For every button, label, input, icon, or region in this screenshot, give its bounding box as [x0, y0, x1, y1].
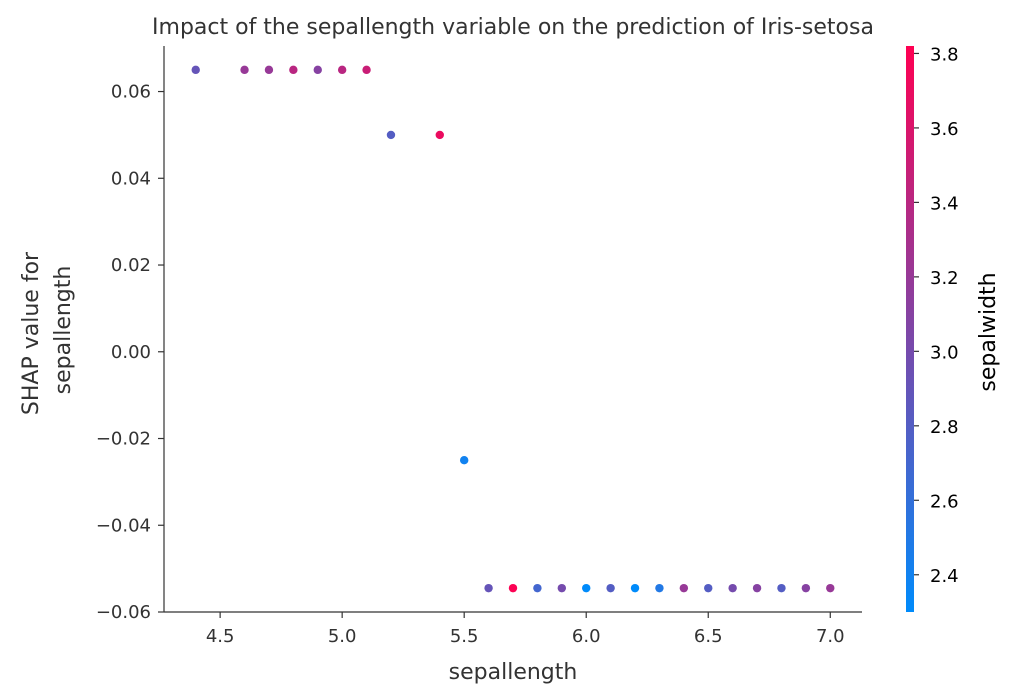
y-tick-label: −0.04 [96, 515, 151, 536]
colorbar-tick-label: 2.8 [930, 417, 959, 438]
data-point [362, 65, 371, 75]
x-tick-label: 6.0 [572, 626, 601, 647]
data-point [459, 455, 469, 465]
colorbar-tick-label: 3.4 [930, 193, 959, 214]
chart-title: Impact of the sepallength variable on th… [152, 15, 874, 40]
colorbar-label: sepalwidth [976, 272, 1001, 391]
data-point [313, 65, 322, 75]
y-axis-label-line-2: sepallength [51, 266, 76, 395]
y-axis-label: SHAP value for sepallength [19, 245, 76, 415]
data-point [679, 583, 689, 593]
data-point [801, 583, 811, 593]
x-tick-label: 5.0 [328, 626, 357, 647]
plot-area: 4.5 5.0 5.5 6.0 6.5 7.0 0.06 0.04 0.02 0.00 −0.02… [96, 46, 862, 647]
x-tick-label: 5.5 [450, 626, 479, 647]
data-points [191, 65, 835, 593]
data-point [533, 583, 542, 593]
data-point [191, 65, 200, 75]
data-point [704, 583, 713, 593]
data-point [337, 65, 347, 75]
x-axis-label: sepallength [449, 660, 578, 685]
x-tick-label: 4.5 [206, 626, 235, 647]
y-tick-label: 0.02 [111, 255, 151, 276]
x-tick-label: 7.0 [816, 626, 845, 647]
data-point [484, 583, 493, 593]
y-tick-label: 0.00 [111, 342, 151, 363]
data-point [826, 583, 835, 593]
y-tick-label: 0.04 [111, 168, 151, 189]
colorbar-ticks: 2.4 2.6 2.8 3.0 3.2 3.4 3.6 3.8 [914, 44, 959, 587]
x-tick-label: 6.5 [694, 626, 723, 647]
y-tick-label: 0.06 [111, 82, 151, 103]
colorbar-tick-label: 3.6 [930, 119, 959, 140]
colorbar-tick-label: 3.2 [930, 268, 959, 289]
data-point [630, 583, 640, 593]
colorbar: 2.4 2.6 2.8 3.0 3.2 3.4 3.6 3.8 sepalwidth [906, 44, 1001, 612]
data-point [435, 130, 444, 140]
data-point [582, 583, 591, 593]
y-tick-label: −0.06 [96, 602, 151, 623]
colorbar-gradient [906, 46, 914, 612]
data-point [264, 65, 274, 75]
x-axis-ticks: 4.5 5.0 5.5 6.0 6.5 7.0 [206, 612, 845, 647]
data-point [728, 583, 737, 593]
colorbar-tick-label: 3.0 [930, 342, 959, 363]
data-point [606, 583, 615, 593]
data-point [557, 583, 567, 593]
data-point [386, 130, 396, 140]
y-axis-ticks: 0.06 0.04 0.02 0.00 −0.02 −0.04 −0.06 [96, 82, 164, 623]
y-tick-label: −0.02 [96, 429, 151, 450]
y-axis-label-line-1: SHAP value for [19, 251, 44, 415]
data-point [752, 583, 762, 593]
data-point [289, 65, 298, 75]
colorbar-tick-label: 3.8 [930, 44, 959, 65]
colorbar-tick-label: 2.6 [930, 491, 959, 512]
data-point [777, 583, 786, 593]
data-point [508, 583, 518, 593]
data-point [240, 65, 249, 75]
colorbar-tick-label: 2.4 [930, 566, 959, 587]
data-point [655, 583, 664, 593]
